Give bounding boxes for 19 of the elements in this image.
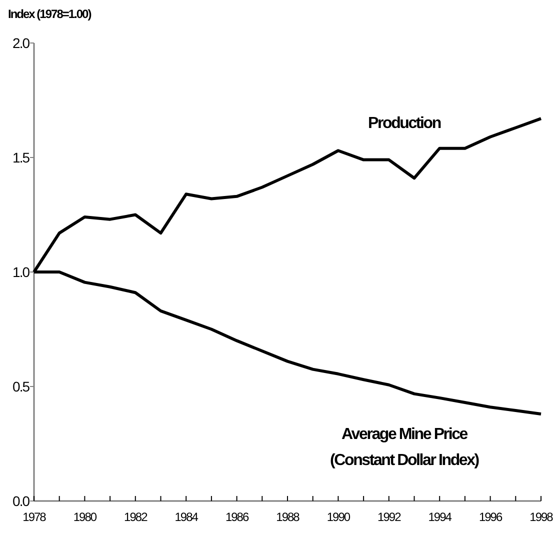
y-tick-label: 0.5 bbox=[12, 378, 30, 394]
x-tick-label: 1982 bbox=[124, 510, 148, 524]
x-tick-label: 1994 bbox=[428, 510, 452, 524]
y-tick-label: 1.0 bbox=[12, 264, 30, 280]
x-tick-label: 1986 bbox=[225, 510, 250, 524]
series-label: Average Mine Price (Constant Dollar Index) bbox=[330, 426, 480, 469]
x-tick-label: 1978 bbox=[22, 510, 47, 524]
y-axis-title: Index (1978=1.00) bbox=[8, 7, 92, 21]
x-tick-label: 1984 bbox=[174, 510, 199, 524]
y-tick-label: 1.5 bbox=[12, 149, 30, 166]
x-tick-label: 1992 bbox=[378, 510, 402, 524]
x-tick-label: 1990 bbox=[326, 510, 351, 524]
series-label: Production bbox=[368, 115, 441, 132]
x-tick-label: 1980 bbox=[73, 510, 98, 524]
x-tick-label: 1998 bbox=[530, 510, 554, 524]
x-tick-label: 1988 bbox=[276, 510, 300, 524]
y-tick-label: 0.0 bbox=[12, 492, 30, 509]
y-tick-label: 2.0 bbox=[12, 34, 30, 51]
x-tick-label: 1996 bbox=[478, 510, 503, 524]
